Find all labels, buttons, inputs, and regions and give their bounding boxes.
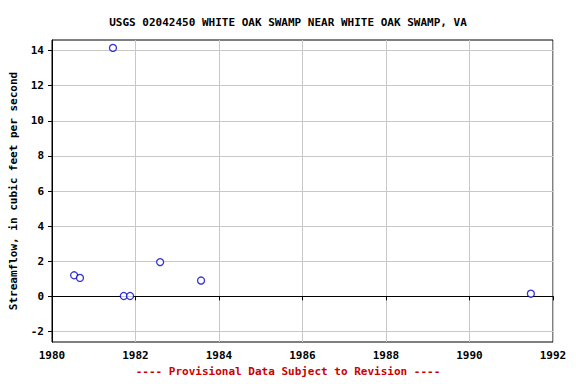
svg-text:12: 12 [31, 79, 44, 92]
svg-text:14: 14 [31, 44, 45, 57]
svg-text:1986: 1986 [289, 349, 316, 362]
svg-text:1992: 1992 [540, 349, 567, 362]
svg-text:1980: 1980 [39, 349, 66, 362]
svg-text:1982: 1982 [122, 349, 149, 362]
svg-text:0: 0 [37, 290, 44, 303]
svg-text:6: 6 [37, 185, 44, 198]
svg-text:8: 8 [37, 149, 44, 162]
svg-text:1988: 1988 [373, 349, 400, 362]
svg-text:---- Provisional Data Subject: ---- Provisional Data Subject to Revisio… [136, 365, 441, 378]
svg-text:USGS 02042450 WHITE OAK SWAMP: USGS 02042450 WHITE OAK SWAMP NEAR WHITE… [109, 16, 467, 29]
svg-text:1984: 1984 [206, 349, 233, 362]
svg-text:-2: -2 [31, 325, 44, 338]
svg-text:4: 4 [37, 220, 44, 233]
svg-text:10: 10 [31, 114, 44, 127]
svg-text:Streamflow, in cubic feet per: Streamflow, in cubic feet per second [7, 72, 20, 310]
svg-text:1990: 1990 [456, 349, 483, 362]
svg-text:2: 2 [37, 255, 44, 268]
